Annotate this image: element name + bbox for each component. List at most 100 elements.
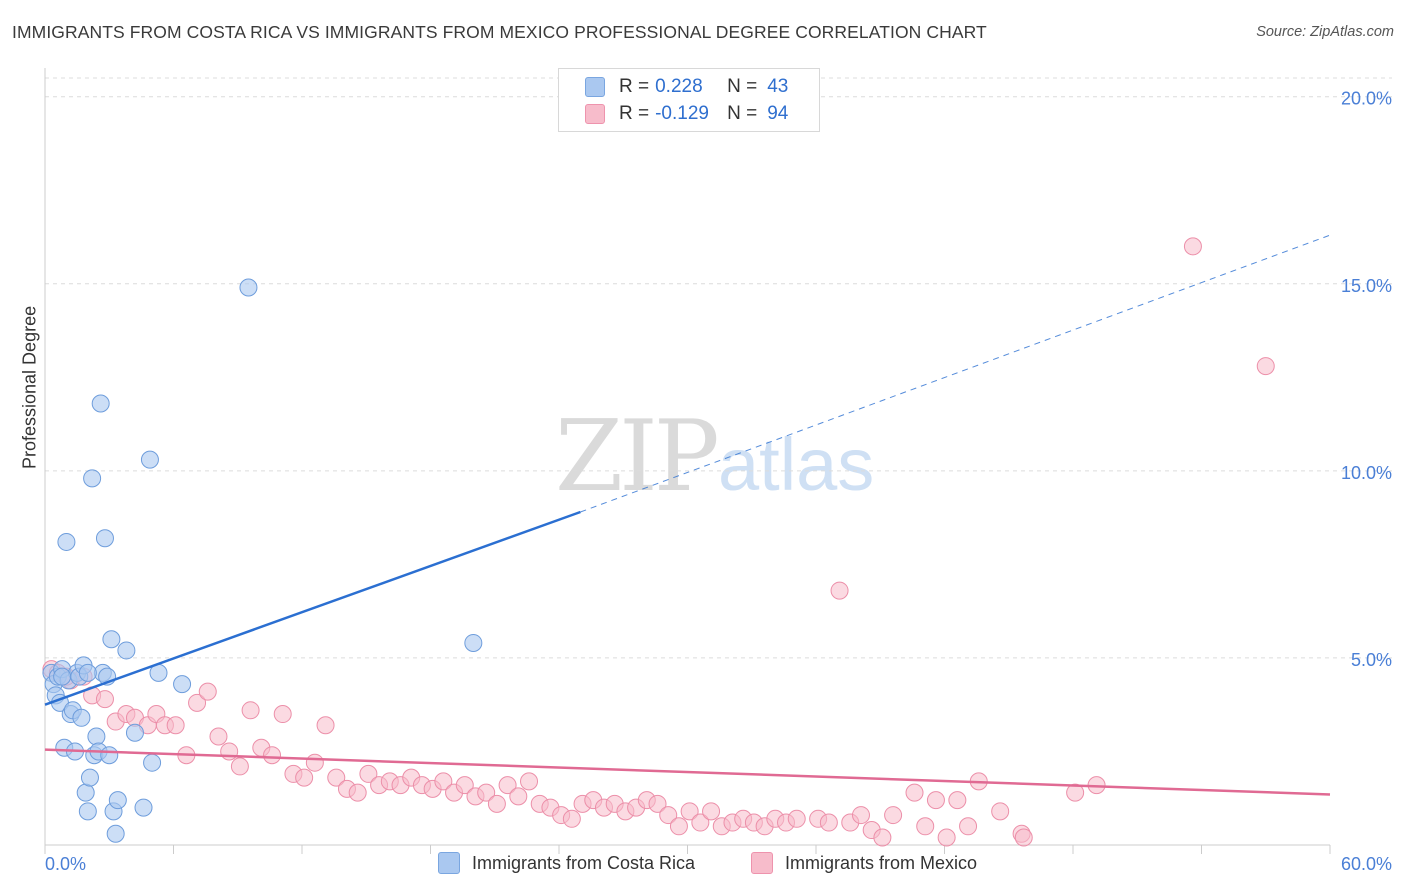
mexico-point [819, 813, 838, 832]
mexico-point [241, 701, 260, 720]
costa-rica-point [78, 663, 97, 682]
mexico-point [1256, 357, 1275, 376]
costa-rica-point [106, 824, 125, 843]
mexico-point [327, 768, 346, 787]
costa-rica-point [102, 630, 121, 649]
mexico-point [1014, 828, 1033, 847]
costa-rica-point [134, 798, 153, 817]
mexico-point [659, 806, 678, 825]
correlation-legend: R = 0.228 N = 43 R = -0.129 N = 94 [558, 68, 820, 132]
costa-rica-point [87, 727, 106, 746]
mexico-point [562, 809, 581, 828]
y-axis-label: Professional Degree [19, 305, 40, 469]
y-tick-label: 10.0% [1341, 463, 1392, 483]
costa-rica-trendline [44, 510, 581, 706]
mexico-point [434, 772, 453, 791]
mexico-point [305, 753, 324, 772]
mexico-point [959, 817, 978, 836]
costa-rica-point [53, 667, 72, 686]
mexico-point [295, 768, 314, 787]
mexico-point [830, 581, 849, 600]
y-tick-label: 15.0% [1341, 276, 1392, 296]
mexico-point [455, 776, 474, 795]
watermark-zip: ZIP [555, 400, 717, 514]
mexico-point [273, 705, 292, 724]
y-tick-label: 5.0% [1351, 650, 1392, 670]
legend-item-mexico[interactable]: Immigrants from Mexico [751, 852, 977, 874]
mexico-point [348, 783, 367, 802]
legend-n-value: 94 [767, 103, 789, 124]
mexico-point [926, 791, 945, 810]
legend-row-costa-rica: R = 0.228 N = 43 [585, 76, 788, 98]
legend-n-label: N = [727, 103, 758, 124]
costa-rica-point [117, 641, 136, 660]
mexico-point [691, 813, 710, 832]
legend-r-label: R = [619, 76, 650, 97]
legend-item-label: Immigrants from Mexico [785, 852, 978, 873]
legend-swatch-blue [438, 852, 460, 874]
mexico-point [198, 682, 217, 701]
mexico-point [230, 757, 249, 776]
mexico-point [669, 817, 688, 836]
legend-item-costa-rica[interactable]: Immigrants from Costa Rica [438, 852, 695, 874]
mexico-point [263, 746, 282, 765]
legend-n-label: N = [727, 76, 758, 97]
mexico-point [937, 828, 956, 847]
mexico-point [1183, 237, 1202, 256]
costa-rica-point [83, 469, 102, 488]
costa-rica-point [239, 278, 258, 297]
costa-rica-point [91, 394, 110, 413]
mexico-point [520, 772, 539, 791]
legend-swatch-pink [751, 852, 773, 874]
mexico-point [498, 776, 517, 795]
mexico-point [991, 802, 1010, 821]
watermark-atlas: atlas [718, 423, 874, 506]
mexico-point [509, 787, 528, 806]
costa-rica-point [173, 675, 192, 694]
mexico-point [787, 809, 806, 828]
mexico-point [477, 783, 496, 802]
mexico-point [166, 716, 185, 735]
mexico-point [316, 716, 335, 735]
x-tick-label-max: 60.0% [1341, 854, 1392, 874]
mexico-point [487, 794, 506, 813]
costa-rica-point [125, 723, 144, 742]
mexico-point [209, 727, 228, 746]
mexico-trendline [44, 748, 1331, 796]
costa-rica-point [464, 633, 483, 652]
legend-swatch-blue [585, 77, 605, 97]
legend-r-value: 0.228 [655, 76, 703, 97]
mexico-point [648, 794, 667, 813]
legend-item-label: Immigrants from Costa Rica [472, 852, 696, 873]
mexico-point [884, 806, 903, 825]
legend-swatch-pink [585, 104, 605, 124]
costa-rica-point [80, 768, 99, 787]
costa-rica-point [140, 450, 159, 469]
costa-rica-point [143, 753, 162, 772]
mexico-point [680, 802, 699, 821]
costa-rica-trendline-extension [580, 234, 1331, 513]
mexico-point [851, 806, 870, 825]
mexico-point [95, 690, 114, 709]
mexico-point [359, 764, 378, 783]
costa-rica-point [57, 532, 76, 551]
legend-r-label: R = [619, 103, 650, 124]
costa-rica-point [100, 746, 119, 765]
x-tick-label-min: 0.0% [45, 854, 86, 874]
costa-rica-point [72, 708, 91, 727]
costa-rica-point [78, 802, 97, 821]
legend-row-mexico: R = -0.129 N = 94 [585, 103, 788, 125]
mexico-point [188, 693, 207, 712]
chart-title: IMMIGRANTS FROM COSTA RICA VS IMMIGRANTS… [12, 22, 987, 42]
series-legend: Immigrants from Costa Rica Immigrants fr… [0, 852, 1406, 878]
mexico-point [948, 791, 967, 810]
costa-rica-point [95, 529, 114, 548]
y-tick-label: 20.0% [1341, 89, 1392, 109]
mexico-point [905, 783, 924, 802]
legend-n-value: 43 [767, 76, 789, 97]
costa-rica-point [108, 791, 127, 810]
mexico-point [1066, 783, 1085, 802]
mexico-point [873, 828, 892, 847]
source-label: Source: ZipAtlas.com [1256, 24, 1394, 40]
